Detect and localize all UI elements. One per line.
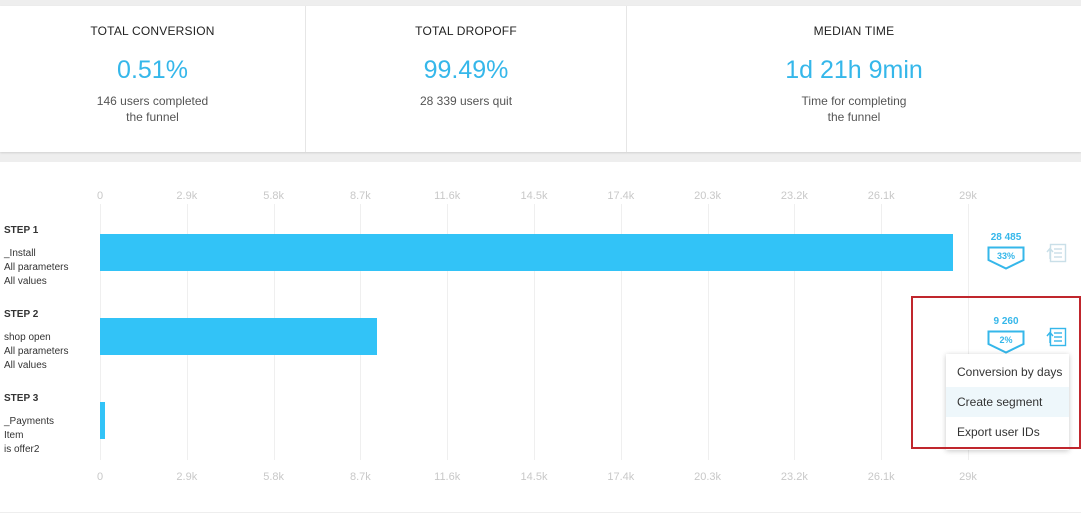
- kpi-desc-line: 28 339 users quit: [419, 94, 513, 108]
- x-tick-label: 14.5k: [520, 471, 548, 483]
- gridline: [447, 204, 449, 460]
- kpi-description: 28 339 users quit: [306, 93, 626, 109]
- menu-item-export-user-ids[interactable]: Export user IDs: [957, 425, 1040, 439]
- step-event: shop open: [4, 332, 51, 343]
- x-tick-label: 11.6k: [434, 471, 461, 483]
- x-tick-label: 23.2k: [780, 190, 808, 202]
- step-label-3: STEP 3 _Payments Item is offer2: [4, 392, 54, 457]
- gridline: [881, 204, 883, 460]
- kpi-description: Time for completing the funnel: [627, 93, 1081, 125]
- kpi-label: TOTAL CONVERSION: [90, 24, 215, 38]
- step-event: _Install: [4, 248, 36, 259]
- x-tick-label: 0: [96, 471, 104, 483]
- step-value: All values: [4, 276, 47, 287]
- kpi-description: 146 users completed the funnel: [0, 93, 305, 125]
- step-title: STEP 3: [4, 393, 39, 404]
- x-tick-label: 0: [96, 190, 104, 202]
- kpi-desc-line: the funnel: [126, 110, 179, 124]
- kpi-desc-line: the funnel: [827, 110, 881, 124]
- x-tick-label: 20.3k: [694, 190, 722, 202]
- x-tick-label: 29k: [959, 471, 977, 483]
- kpi-summary-bar: TOTAL CONVERSION 0.51% 146 users complet…: [0, 6, 1081, 152]
- kpi-total-conversion: TOTAL CONVERSION 0.51% 146 users complet…: [0, 6, 306, 152]
- step-value: All values: [4, 360, 47, 371]
- badge-percent: 2%: [999, 335, 1013, 345]
- kpi-desc-line: 146 users completed: [96, 94, 209, 108]
- x-tick-label: 8.7k: [349, 190, 371, 202]
- badge-percent: 33%: [996, 251, 1015, 261]
- badge-user-count: 28 485: [990, 232, 1022, 243]
- x-tick-label: 8.7k: [349, 471, 371, 483]
- x-tick-label: 11.6k: [434, 190, 461, 202]
- step-label-1: STEP 1 _Install All parameters All value…: [4, 224, 68, 289]
- step-event: _Payments: [4, 416, 55, 427]
- kpi-desc-line: Time for completing: [801, 94, 907, 108]
- x-tick-label: 5.8k: [263, 471, 284, 483]
- menu-item-conversion-by-days[interactable]: Conversion by days: [957, 365, 1063, 379]
- funnel-bar-step-1[interactable]: [100, 234, 953, 271]
- gridline: [968, 204, 969, 460]
- funnel-bar-step-3[interactable]: [100, 402, 105, 439]
- x-tick-label: 17.4k: [607, 471, 635, 483]
- kpi-value: 1d 21h 9min: [785, 56, 923, 84]
- badge-shield: 33%: [987, 246, 1025, 270]
- menu-item-create-segment[interactable]: Create segment: [946, 387, 1069, 417]
- step-title: STEP 1: [4, 225, 39, 236]
- x-tick-label: 20.3k: [694, 471, 722, 483]
- conversion-badge-step-2: 9 260 2%: [986, 316, 1026, 354]
- step-parameter: Item: [4, 430, 24, 441]
- step-parameter: All parameters: [4, 346, 69, 357]
- gridline: [794, 204, 796, 460]
- step-value: is offer2: [4, 444, 40, 455]
- badge-user-count: 9 260: [993, 316, 1019, 327]
- x-tick-label: 26.1k: [867, 471, 895, 483]
- kpi-value: 0.51%: [117, 56, 188, 84]
- segment-list-icon[interactable]: [1045, 327, 1067, 347]
- step-context-menu: Conversion by days Create segment Export…: [946, 354, 1069, 450]
- kpi-label: MEDIAN TIME: [813, 24, 895, 38]
- kpi-median-time: MEDIAN TIME 1d 21h 9min Time for complet…: [627, 6, 1081, 152]
- x-tick-label: 29k: [959, 190, 977, 202]
- kpi-value: 99.49%: [423, 56, 509, 84]
- x-tick-label: 17.4k: [607, 190, 635, 202]
- kpi-total-dropoff: TOTAL DROPOFF 99.49% 28 339 users quit: [306, 6, 627, 152]
- x-tick-label: 14.5k: [520, 190, 548, 202]
- gridline: [534, 204, 535, 460]
- x-tick-label: 2.9k: [176, 190, 198, 202]
- gridline: [620, 204, 622, 460]
- funnel-bar-step-2[interactable]: [100, 318, 378, 355]
- conversion-badge-step-1: 28 485 33%: [986, 232, 1026, 270]
- segment-list-icon[interactable]: [1045, 243, 1067, 263]
- step-label-2: STEP 2 shop open All parameters All valu…: [4, 308, 68, 373]
- x-tick-label: 23.2k: [780, 471, 808, 483]
- funnel-chart: 0 2.9k 5.8k 8.7k 11.6k 14.5k 17.4k 20.3k 23.2k 26…: [0, 162, 1081, 512]
- x-tick-label: 26.1k: [867, 190, 895, 202]
- kpi-label: TOTAL DROPOFF: [415, 24, 517, 38]
- gridline: [707, 204, 709, 460]
- step-parameter: All parameters: [4, 262, 69, 273]
- badge-shield: 2%: [987, 330, 1025, 354]
- x-tick-label: 2.9k: [176, 471, 198, 483]
- x-tick-label: 5.8k: [263, 190, 284, 202]
- step-title: STEP 2: [4, 309, 39, 320]
